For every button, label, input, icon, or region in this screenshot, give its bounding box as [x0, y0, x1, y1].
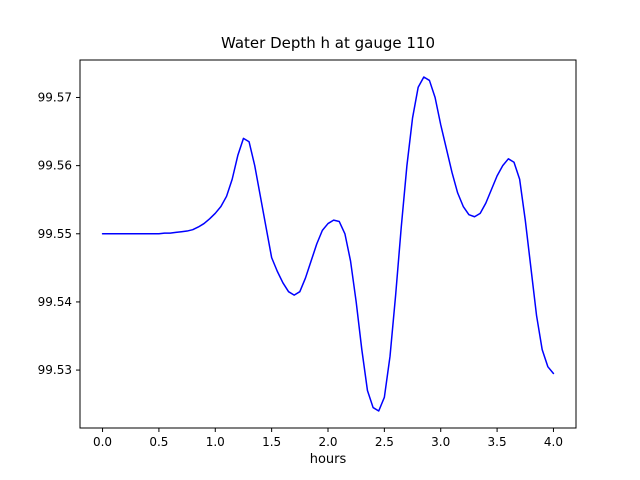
axes-frame [79, 59, 577, 429]
x-tick-label: 4.0 [544, 435, 563, 449]
x-tick-label: 3.5 [488, 435, 507, 449]
x-tick-label: 2.0 [318, 435, 337, 449]
data-line [101, 76, 555, 412]
x-tick-label: 3.0 [431, 435, 450, 449]
x-tick-label: 0.5 [149, 435, 168, 449]
y-tick-label: 99.54 [38, 295, 72, 309]
x-tick-label: 2.5 [375, 435, 394, 449]
y-tick-label: 99.56 [38, 159, 72, 173]
x-axis-label: hours [309, 452, 347, 467]
y-tick-label: 99.53 [38, 363, 72, 377]
y-tick-label: 99.57 [38, 90, 72, 104]
x-tick-label: 1.0 [206, 435, 225, 449]
y-tick-label: 99.55 [38, 227, 72, 241]
chart-title: Water Depth h at gauge 110 [220, 34, 436, 52]
x-tick-label: 0.0 [93, 435, 112, 449]
x-tick-label: 1.5 [262, 435, 281, 449]
